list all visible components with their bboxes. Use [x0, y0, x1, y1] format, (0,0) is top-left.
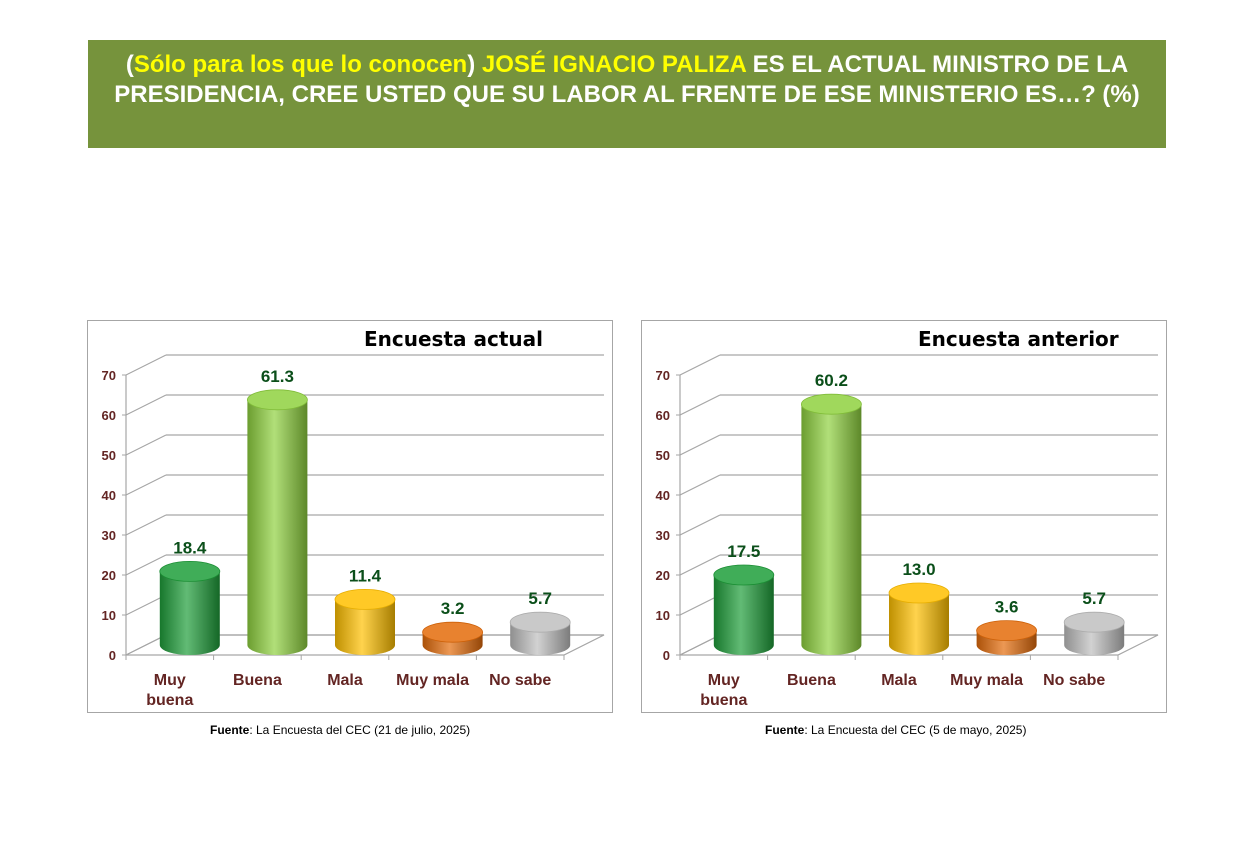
chart-floor	[125, 634, 605, 656]
y-tick-label: 30	[656, 528, 670, 543]
data-label: 61.3	[261, 367, 294, 386]
chart-floor	[679, 634, 1159, 656]
bar-no-sabe	[1063, 611, 1125, 655]
y-tick-label: 20	[656, 568, 670, 583]
chart-panel-previous: 0 10 20 30 40 50 60 70 17.5 Muy buena 60.2 Buena 13.0…	[641, 320, 1167, 713]
bar-body	[889, 593, 949, 655]
bar-muy-buena	[713, 564, 775, 655]
x-tick-label: buena	[146, 692, 193, 709]
data-label: 3.6	[995, 598, 1019, 617]
chart-svg-current: 0 10 20 30 40 50 60 70 18.4 Muy buena 61.3 Buena 11.4…	[102, 354, 605, 709]
y-tick-label: 70	[656, 368, 670, 383]
data-label: 13.0	[902, 560, 935, 579]
x-tick-label: No sabe	[489, 672, 551, 689]
bar-buena	[800, 393, 862, 655]
chart-source-current: Fuente: La Encuesta del CEC (21 de julio…	[210, 723, 470, 737]
bar-muy-mala	[422, 621, 484, 655]
gridline-diagonal	[125, 434, 167, 456]
y-tick-label: 0	[663, 648, 670, 663]
chart-title-current: Encuesta actual	[364, 327, 543, 351]
data-label: 17.5	[727, 542, 760, 561]
gridline-diagonal	[679, 554, 721, 576]
gridline-diagonal	[679, 354, 721, 376]
y-tick-label: 10	[102, 608, 116, 623]
bar-top	[800, 393, 862, 415]
x-tick-label: buena	[700, 692, 747, 709]
data-label: 18.4	[173, 538, 207, 557]
data-label: 11.4	[349, 566, 382, 585]
gridline-diagonal	[125, 554, 167, 576]
bar-mala	[334, 588, 396, 655]
bar-top	[509, 611, 571, 633]
bar-top	[976, 620, 1038, 642]
bar-top	[888, 582, 950, 604]
y-tick-label: 60	[102, 408, 116, 423]
bar-muy-buena	[159, 560, 221, 655]
banner-question: ES EL ACTUAL MINISTRO DE LA PRESIDENCIA,…	[114, 51, 1140, 108]
x-tick-label: Muy mala	[396, 672, 469, 689]
banner-qualifier: Sólo para los que lo conocen	[133, 51, 468, 78]
bar-top	[713, 564, 775, 586]
bar-body	[801, 404, 862, 655]
data-label: 60.2	[815, 371, 848, 390]
y-tick-label: 50	[656, 448, 670, 463]
x-tick-label: No sabe	[1043, 672, 1105, 689]
gridlines	[125, 354, 604, 656]
y-tick-label: 20	[102, 568, 116, 583]
gridline-diagonal	[125, 514, 167, 536]
bar-body	[713, 575, 774, 655]
gridline-diagonal	[679, 434, 721, 456]
banner-open-paren: (	[125, 51, 134, 78]
bar-top	[246, 389, 308, 411]
gridline-diagonal	[125, 474, 167, 496]
chart-panel-current: 0 10 20 30 40 50 60 70 18.4 Muy buena 61.3 Buena 11.4…	[87, 320, 613, 713]
gridline-diagonal	[125, 394, 167, 416]
bar-buena	[246, 389, 308, 655]
y-tick-label: 60	[656, 408, 670, 423]
x-tick-label: Mala	[881, 672, 917, 689]
bar-mala	[888, 582, 950, 655]
bar-body	[247, 399, 308, 655]
bar-no-sabe	[509, 611, 571, 655]
bar-top	[334, 588, 396, 610]
bar-top	[1063, 611, 1125, 633]
source-label: Fuente	[210, 723, 250, 737]
gridline-diagonal	[679, 514, 721, 536]
y-tick-label: 40	[656, 488, 670, 503]
x-tick-label: Buena	[233, 672, 282, 689]
y-tick-label: 70	[102, 368, 116, 383]
source-text: : La Encuesta del CEC (5 de mayo, 2025)	[804, 723, 1027, 737]
bar-top	[159, 560, 221, 582]
x-tick-label: Buena	[787, 672, 836, 689]
bar-muy-mala	[976, 620, 1038, 655]
data-label: 3.2	[441, 599, 465, 618]
x-tick-label: Muy mala	[950, 672, 1023, 689]
banner-name: JOSÉ IGNACIO PALIZA	[481, 51, 746, 78]
bar-body	[159, 571, 220, 655]
chart-title-previous: Encuesta anterior	[918, 327, 1119, 351]
y-tick-label: 10	[656, 608, 670, 623]
gridline-diagonal	[679, 394, 721, 416]
gridline-diagonal	[679, 474, 721, 496]
x-tick-label: Muy	[708, 672, 740, 689]
gridline-diagonal	[125, 594, 167, 616]
y-tick-label: 0	[109, 648, 116, 663]
gridline-diagonal	[679, 594, 721, 616]
bar-body	[335, 599, 395, 655]
x-tick-label: Mala	[327, 672, 363, 689]
y-tick-label: 50	[102, 448, 116, 463]
data-label: 5.7	[528, 589, 552, 608]
banner-close-paren: )	[467, 51, 476, 78]
y-tick-label: 30	[102, 528, 116, 543]
chart-source-previous: Fuente: La Encuesta del CEC (5 de mayo, …	[765, 723, 1026, 737]
bar-top	[422, 621, 484, 643]
gridline-diagonal	[125, 354, 167, 376]
x-tick-label: Muy	[154, 672, 186, 689]
y-tick-label: 40	[102, 488, 116, 503]
source-label: Fuente	[765, 723, 805, 737]
data-label: 5.7	[1082, 589, 1106, 608]
source-text: : La Encuesta del CEC (21 de julio, 2025…	[249, 723, 471, 737]
chart-svg-previous: 0 10 20 30 40 50 60 70 17.5 Muy buena 60.2 Buena 13.0…	[656, 354, 1159, 709]
question-banner: (Sólo para los que lo conocen) JOSÉ IGNA…	[88, 40, 1166, 148]
